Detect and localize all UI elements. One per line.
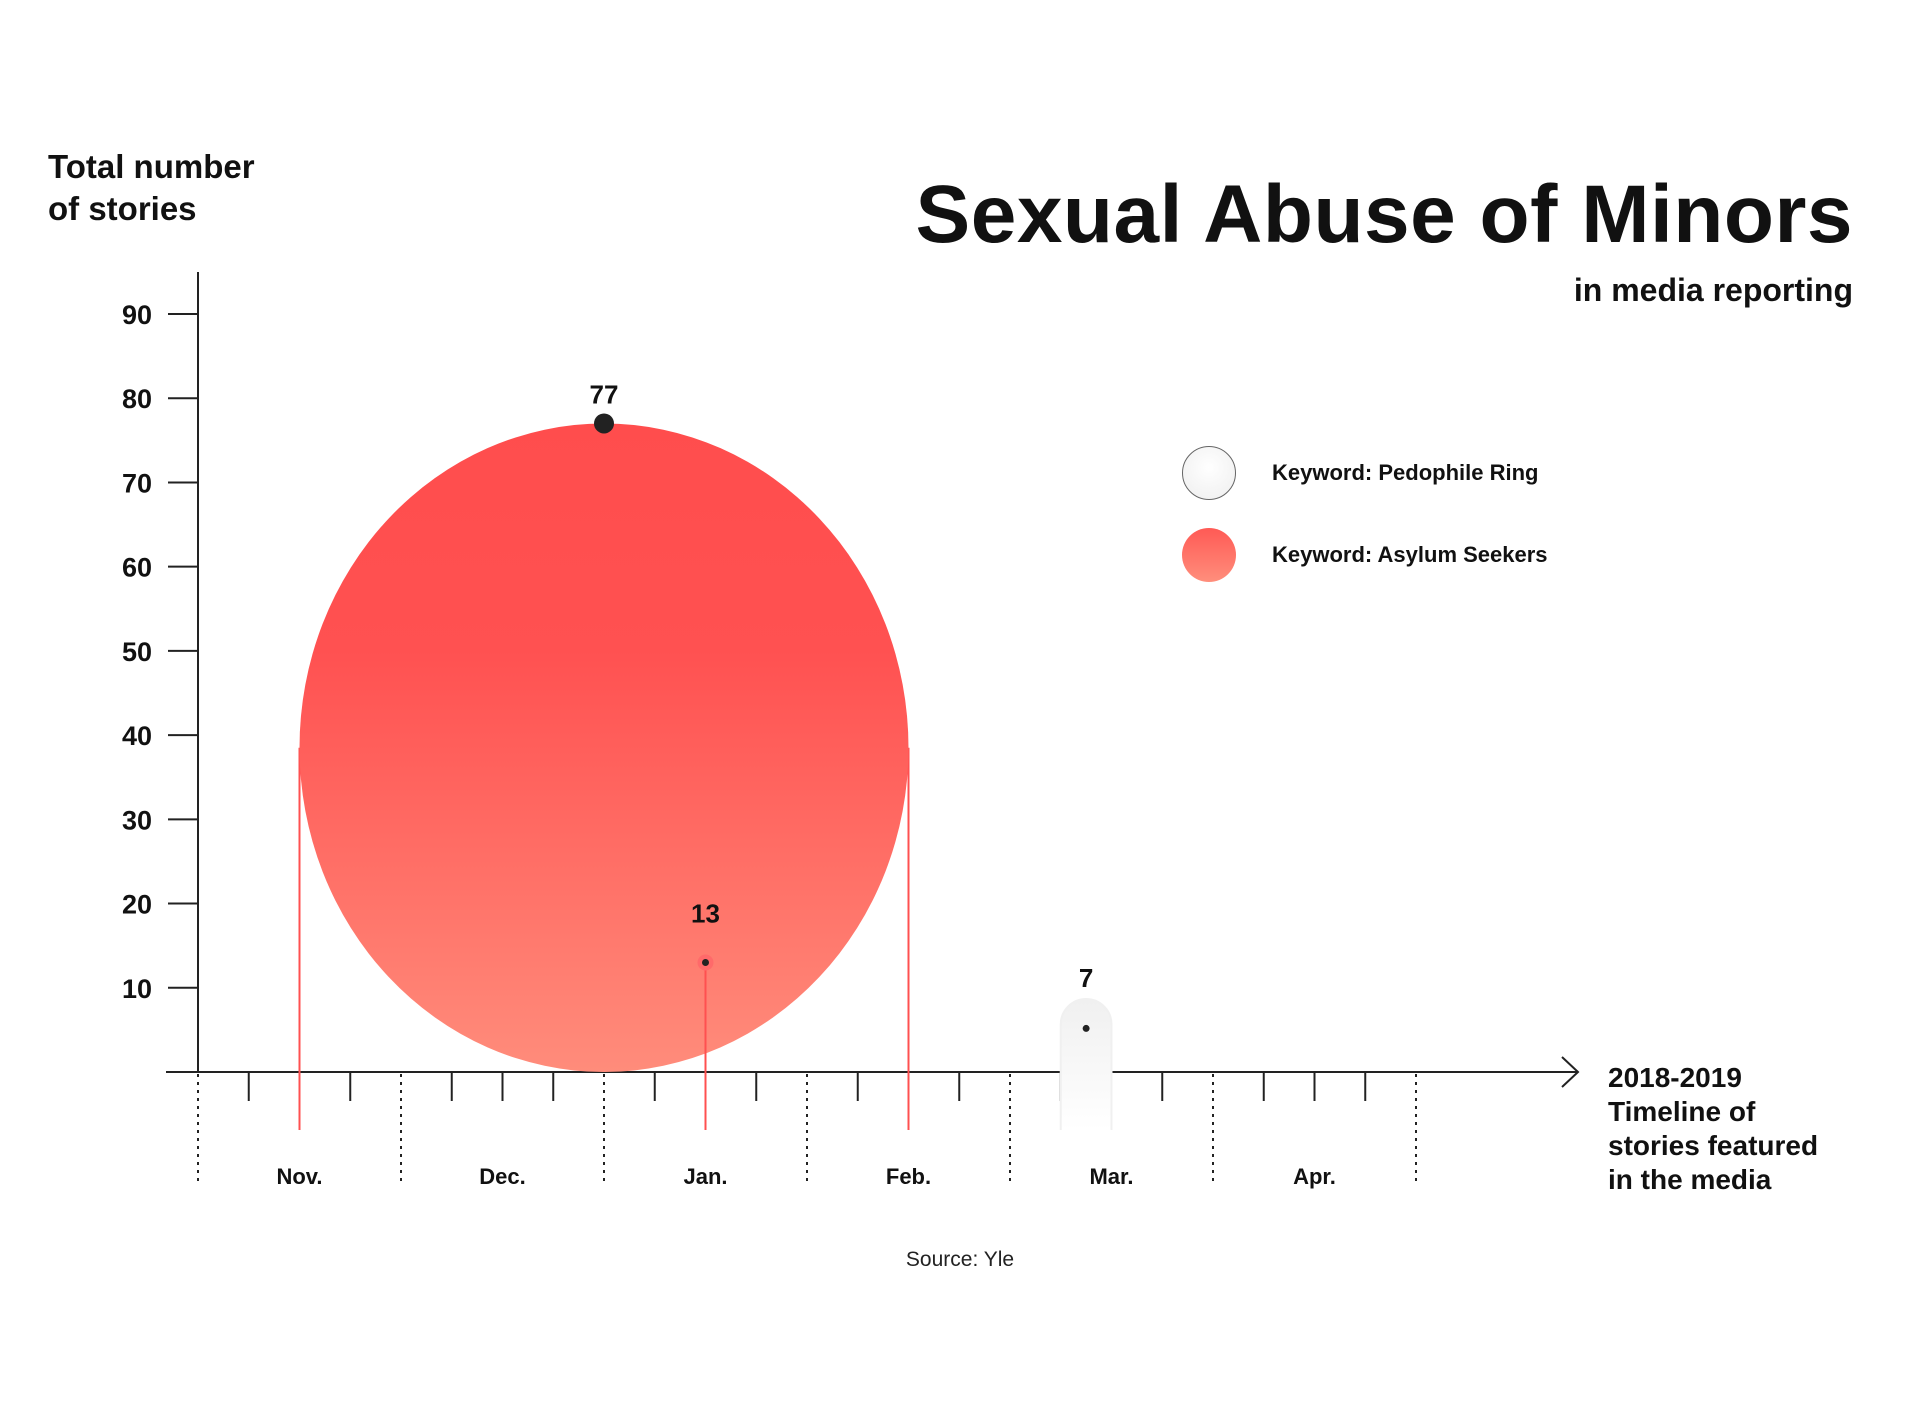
y-tick-label-10: 10 — [122, 974, 152, 1004]
legend-swatch-asylum-seekers — [1182, 528, 1236, 582]
y-tick-label-60: 60 — [122, 553, 152, 583]
legend-label-asylum-seekers: Keyword: Asylum Seekers — [1272, 542, 1548, 567]
y-tick-label-90: 90 — [122, 300, 152, 330]
legend-item-asylum-seekers: Keyword: Asylum Seekers — [1182, 526, 1548, 584]
x-tick-label-jan: Jan. — [683, 1164, 727, 1189]
y-tick-label-20: 20 — [122, 890, 152, 920]
y-tick-label-70: 70 — [122, 468, 152, 498]
y-tick-label-30: 30 — [122, 805, 152, 835]
x-tick-label-dec: Dec. — [479, 1164, 525, 1189]
legend-swatch-pedophile-ring — [1182, 446, 1236, 500]
chart-title: Sexual Abuse of Minors — [915, 169, 1853, 260]
legend-label-pedophile-ring: Keyword: Pedophile Ring — [1272, 460, 1539, 485]
spike-marker-dot-1 — [702, 959, 709, 967]
x-axis-title-line-2: Timeline of — [1608, 1096, 1756, 1127]
x-tick-label-feb: Feb. — [886, 1164, 931, 1189]
x-axis-title-line-3: stories featured — [1608, 1130, 1819, 1161]
y-tick-label-50: 50 — [122, 637, 152, 667]
chart-subtitle: in media reporting — [1573, 272, 1853, 308]
data-label-pedophile-ring: 7 — [1079, 963, 1093, 993]
y-axis-title-line-2: of stories — [48, 190, 197, 227]
x-axis-title-line-4: in the media — [1608, 1164, 1772, 1195]
y-tick-label-40: 40 — [122, 721, 152, 751]
x-tick-label-apr: Apr. — [1293, 1164, 1336, 1189]
data-label-0: 77 — [590, 379, 619, 409]
y-axis-title-line-1: Total number — [48, 148, 255, 185]
x-tick-label-mar: Mar. — [1089, 1164, 1133, 1189]
x-axis-title: 2018-2019 Timeline of stories featured i… — [1608, 1061, 1868, 1197]
y-tick-label-80: 80 — [122, 384, 152, 414]
data-label-1: 13 — [691, 899, 720, 929]
x-tick-label-nov: Nov. — [276, 1164, 322, 1189]
x-axis-title-line-1: 2018-2019 — [1608, 1062, 1742, 1093]
y-axis-title: Total number of stories — [48, 146, 255, 230]
x-axis-arrow — [1561, 1056, 1580, 1088]
peak-marker-0 — [594, 413, 614, 434]
source-note: Source: Yle — [905, 1248, 1015, 1271]
bubble-asylum-seekers-0 — [299, 423, 909, 1072]
capsule-marker — [1082, 1024, 1090, 1032]
legend-item-pedophile-ring: Keyword: Pedophile Ring — [1182, 444, 1538, 502]
capsule-pedophile-ring — [1059, 998, 1113, 1130]
